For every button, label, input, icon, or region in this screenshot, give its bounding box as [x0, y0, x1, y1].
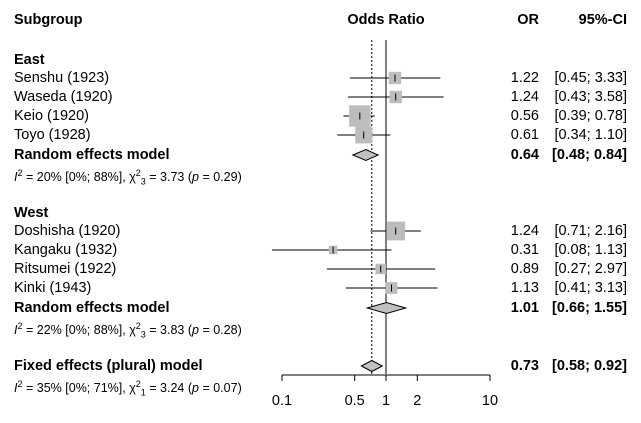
model-or: 0.64	[510, 147, 539, 163]
study-or: 1.22	[510, 70, 539, 86]
study-ci: [0.45; 3.33]	[554, 70, 627, 86]
study-label: Doshisha (1920)	[14, 223, 121, 239]
study-or: 0.31	[510, 242, 539, 258]
x-tick-label: 0.5	[345, 393, 365, 409]
study-ci: [0.08; 1.13]	[554, 242, 627, 258]
study-label: Ritsumei (1922)	[14, 261, 117, 277]
study-or: 0.56	[510, 108, 539, 124]
study-ci: [0.43; 3.58]	[554, 89, 627, 105]
study-or: 1.24	[510, 89, 539, 105]
header-ci: 95%-CI	[578, 12, 627, 28]
header-subgroup: Subgroup	[14, 12, 83, 28]
study-label: Keio (1920)	[14, 108, 89, 124]
study-label: Toyo (1928)	[14, 127, 91, 143]
x-tick-label: 10	[482, 393, 498, 409]
group-label-west: West	[14, 205, 49, 221]
model-label: Random effects model	[14, 147, 170, 163]
study-ci: [0.27; 2.97]	[554, 261, 627, 277]
summary-diamond	[351, 148, 380, 162]
heterogeneity-stats: I2 = 20% [0%; 88%], χ23 = 3.73 (p = 0.29…	[14, 168, 242, 187]
overall-model-label: Fixed effects (plural) model	[14, 358, 203, 374]
study-ci: [0.41; 3.13]	[554, 280, 627, 296]
study-or: 0.89	[510, 261, 539, 277]
study-or: 1.24	[510, 223, 539, 239]
study-ci: [0.71; 2.16]	[554, 223, 627, 239]
model-ci: [0.48; 0.84]	[552, 147, 627, 163]
x-tick-label: 1	[382, 393, 390, 409]
x-tick-label: 0.1	[272, 393, 292, 409]
x-tick-label: 2	[413, 393, 421, 409]
model-ci: [0.66; 1.55]	[552, 300, 627, 316]
header-or: OR	[517, 12, 539, 28]
study-or: 0.61	[510, 127, 539, 143]
study-ci: [0.39; 0.78]	[554, 108, 627, 124]
summary-diamond	[360, 359, 384, 373]
study-or: 1.13	[510, 280, 539, 296]
model-or: 1.01	[510, 300, 539, 316]
model-label: Random effects model	[14, 300, 170, 316]
study-label: Kinki (1943)	[14, 280, 92, 296]
group-label-east: East	[14, 52, 45, 68]
header-odds-ratio: Odds Ratio	[347, 12, 425, 28]
study-label: Kangaku (1932)	[14, 242, 118, 258]
overall-ci: [0.58; 0.92]	[552, 358, 627, 374]
overall-or: 0.73	[510, 358, 539, 374]
summary-diamond	[365, 301, 408, 315]
study-label: Senshu (1923)	[14, 70, 110, 86]
study-ci: [0.34; 1.10]	[554, 127, 627, 143]
heterogeneity-stats: I2 = 22% [0%; 88%], χ23 = 3.83 (p = 0.28…	[14, 321, 242, 340]
study-label: Waseda (1920)	[14, 89, 113, 105]
heterogeneity-stats-overall: I2 = 35% [0%; 71%], χ21 = 3.24 (p = 0.07…	[14, 379, 242, 398]
